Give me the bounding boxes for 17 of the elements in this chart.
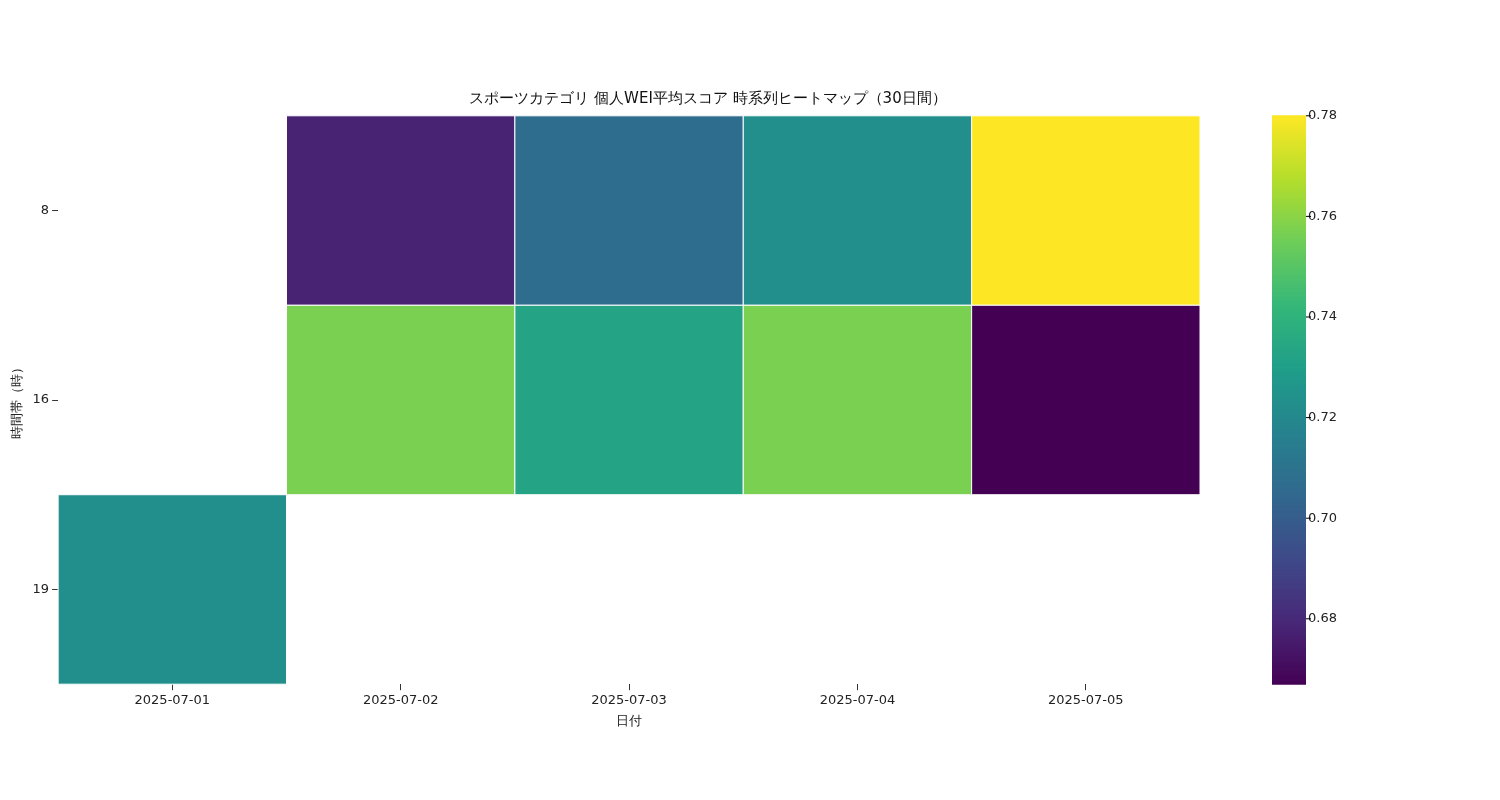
chart-title: スポーツカテゴリ 個人WEI平均スコア 時系列ヒートマップ（30日間） — [469, 88, 947, 107]
x-tick-label: 2025-07-04 — [819, 692, 896, 708]
color-bar-label: 0.72 — [1308, 408, 1337, 424]
color-bar-label: 0.74 — [1308, 308, 1337, 324]
y-tick-label: 16 — [32, 391, 50, 407]
x-tick-label: 2025-07-03 — [591, 692, 667, 708]
y-tick-label: 8 — [40, 201, 50, 217]
x-axis-title: 日付 — [616, 712, 643, 728]
y-tick-label: 19 — [32, 580, 50, 596]
color-bar-label: 0.68 — [1308, 610, 1337, 626]
x-tick-label: 2025-07-01 — [134, 692, 211, 708]
color-bar-label: 0.78 — [1308, 107, 1337, 123]
x-tick-label: 2025-07-05 — [1048, 692, 1124, 708]
color-bar-label: 0.76 — [1308, 207, 1337, 223]
y-axis-title: 時間帯（時） — [9, 361, 25, 439]
x-tick-label: 2025-07-02 — [362, 692, 439, 708]
color-bar-label: 0.70 — [1308, 509, 1337, 525]
